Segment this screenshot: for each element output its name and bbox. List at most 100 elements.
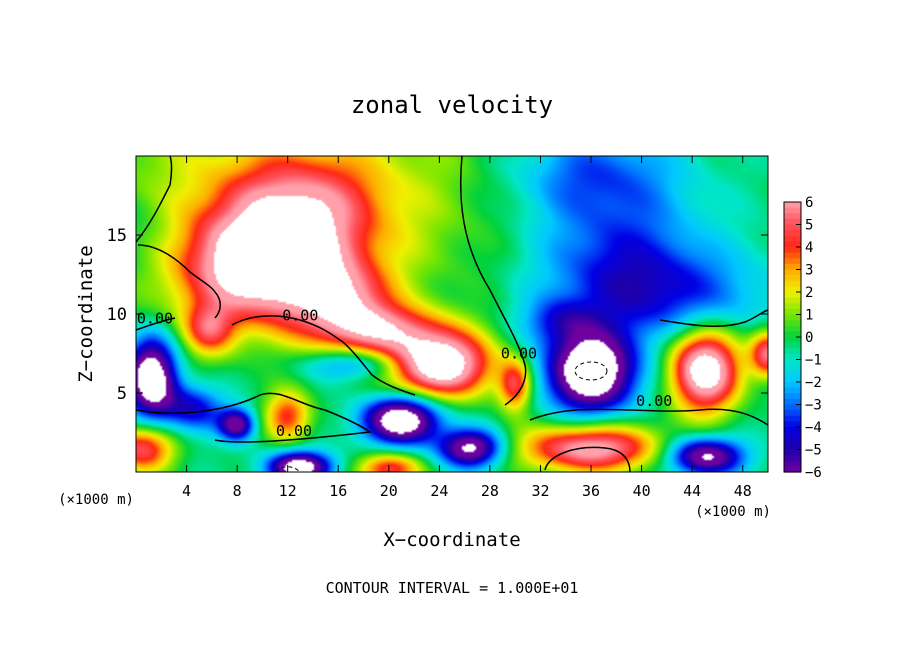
- colorbar-segment: [784, 449, 801, 456]
- contour-label: 0.00: [282, 307, 318, 325]
- colorbar-segment: [784, 331, 801, 338]
- colorbar-segment: [784, 337, 801, 344]
- colorbar-tick-label: −5: [805, 443, 822, 459]
- colorbar-tick-label: 4: [805, 240, 813, 256]
- colorbar-segment: [784, 460, 801, 467]
- y-axis-label: Z−coordinate: [75, 245, 97, 382]
- colorbar-segment: [784, 202, 801, 209]
- colorbar-segment: [784, 359, 801, 366]
- colorbar-segment: [784, 230, 801, 237]
- contour-line-right-upper: [659, 309, 769, 327]
- colorbar-segment: [784, 382, 801, 389]
- colorbar-tick-label: 6: [805, 195, 813, 211]
- x-axis-unit: (×1000 m): [695, 504, 771, 520]
- colorbar-segment: [784, 370, 801, 377]
- colorbar-segment: [784, 455, 801, 462]
- colorbar-segment: [784, 235, 801, 242]
- colorbar-segment: [784, 303, 801, 310]
- colorbar-segment: [784, 393, 801, 400]
- colorbar-segment: [784, 443, 801, 451]
- contour-labels: 0.00 0.00 0.00 0.00 0.00: [137, 307, 672, 440]
- colorbar-tick-label: 5: [805, 218, 813, 234]
- heatmap-field: [136, 156, 768, 472]
- y-tick-label: 5: [117, 384, 127, 404]
- x-tick-label: 48: [734, 482, 752, 500]
- colorbar-tick-label: −2: [805, 375, 822, 391]
- colorbar-segment: [784, 387, 801, 394]
- colorbar-segment: [784, 320, 801, 327]
- colorbar-segment: [784, 415, 801, 422]
- x-tick-label: 28: [481, 482, 499, 500]
- dashed-contour-ellipse: [574, 361, 608, 381]
- x-tick-label: 32: [531, 482, 549, 500]
- x-axis-label: X−coordinate: [383, 529, 520, 551]
- contour-line-lower: [135, 392, 373, 443]
- y-tick-label: 15: [107, 226, 127, 246]
- colorbar-tick-label: 3: [805, 263, 813, 279]
- x-tick-label: 36: [582, 482, 600, 500]
- colorbar-segment: [784, 404, 801, 411]
- colorbar-segment: [784, 376, 801, 383]
- contour-line-center: [231, 315, 416, 396]
- contour-line-bottom: [544, 446, 631, 473]
- colorbar-segment: [784, 348, 801, 355]
- colorbar-tick-label: −6: [805, 465, 822, 481]
- x-tick-label: 24: [430, 482, 448, 500]
- contour-line-upper-left: [135, 155, 173, 243]
- colorbar-segment: [784, 247, 801, 254]
- chart-title: zonal velocity: [351, 91, 553, 119]
- colorbar: 6 5 4 3 2 1 0 −1 −2 −3 −4 −5 −6: [783, 195, 822, 481]
- colorbar-segment: [784, 213, 801, 220]
- colorbar-tick-label: −1: [805, 353, 822, 369]
- contour-label: 0.00: [276, 422, 312, 440]
- colorbar-segment: [784, 258, 801, 265]
- contour-line-right-floor: [529, 408, 769, 426]
- x-tick-label: 12: [279, 482, 297, 500]
- colorbar-segment: [784, 427, 801, 434]
- colorbar-tick-label: 2: [805, 285, 813, 301]
- colorbar-segment: [784, 218, 801, 226]
- contour-interval-note: CONTOUR INTERVAL = 1.000E+01: [326, 579, 579, 597]
- contour-line-left-loop: [135, 244, 221, 331]
- x-tick-label: 4: [182, 482, 191, 500]
- colorbar-segment: [784, 342, 801, 349]
- colorbar-segment: [784, 308, 801, 316]
- contour-label: 0.00: [636, 392, 672, 410]
- colorbar-segment: [784, 286, 801, 293]
- dashed-contours: [275, 361, 608, 473]
- x-tick-label: 16: [329, 482, 347, 500]
- colorbar-segment: [784, 325, 801, 332]
- colorbar-segment: [784, 241, 801, 248]
- x-tick-label: 8: [233, 482, 242, 500]
- x-tick-label: 44: [683, 482, 701, 500]
- colorbar-segment: [784, 353, 801, 361]
- y-tick-label: 10: [107, 305, 127, 325]
- colorbar-segment: [784, 410, 801, 417]
- colorbar-segment: [784, 398, 801, 406]
- colorbar-segment: [784, 224, 801, 231]
- colorbar-segment: [784, 207, 801, 214]
- colorbar-segment: [784, 275, 801, 282]
- x-tick-label: 20: [380, 482, 398, 500]
- zero-contour-lines: [135, 155, 769, 473]
- colorbar-segment: [784, 269, 801, 276]
- colorbar-segment: [784, 421, 801, 428]
- y-axis-ticks: 5 10 15: [107, 226, 768, 404]
- colorbar-tick-label: −4: [805, 420, 822, 436]
- colorbar-segment: [784, 314, 801, 321]
- colorbar-segment: [784, 466, 801, 473]
- contour-label: 0.00: [137, 310, 173, 328]
- colorbar-segment: [784, 252, 801, 259]
- x-axis-ticks: 4 8 12 16 20 24 28 32 36 40 44 48: [182, 156, 752, 500]
- y-axis-unit: (×1000 m): [58, 492, 134, 508]
- colorbar-segment: [784, 263, 801, 271]
- colorbar-tick-label: −3: [805, 398, 822, 414]
- contour-label: 0.00: [501, 345, 537, 363]
- colorbar-segment: [784, 438, 801, 445]
- colorbar-segment: [784, 432, 801, 439]
- colorbar-tick-label: 0: [805, 330, 813, 346]
- x-tick-label: 40: [633, 482, 651, 500]
- colorbar-segment: [784, 365, 801, 372]
- dashed-contour-bottom: [275, 466, 301, 473]
